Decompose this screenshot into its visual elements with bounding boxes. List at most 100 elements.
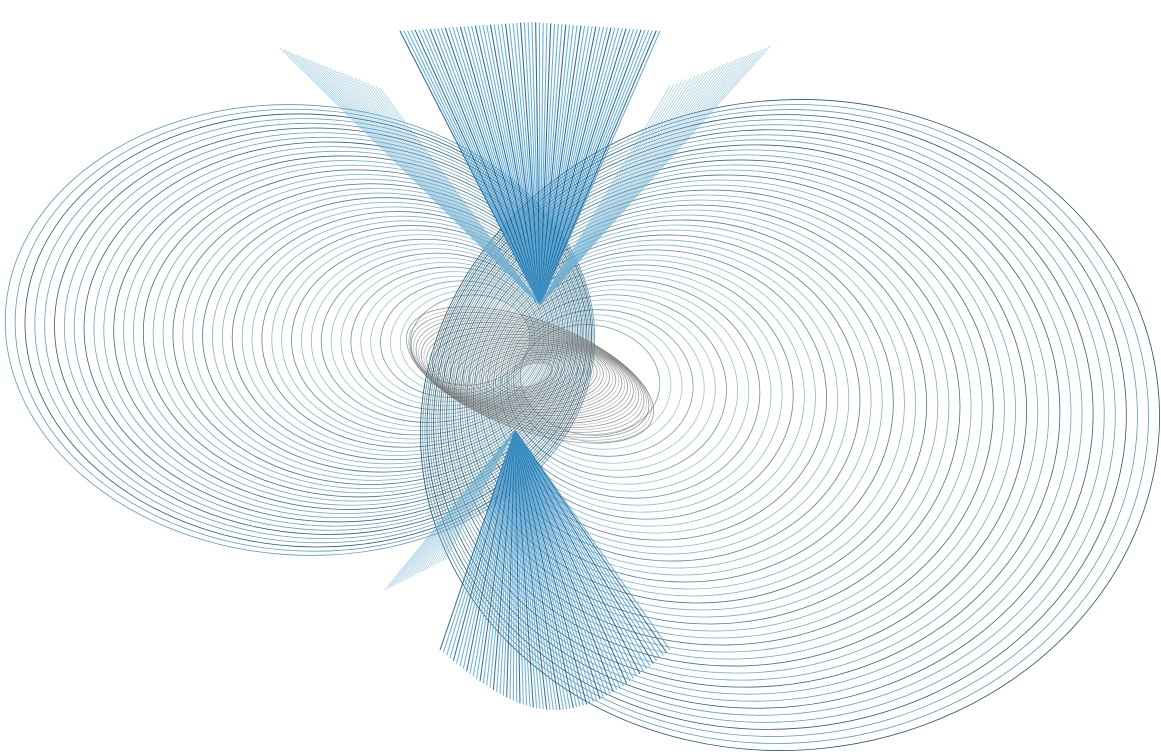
fan-line xyxy=(514,429,601,700)
fan-line xyxy=(514,429,591,704)
swirl xyxy=(429,328,631,422)
fan-line xyxy=(514,429,588,705)
fan-line xyxy=(539,24,567,306)
fan-line xyxy=(437,28,541,306)
fan-line xyxy=(514,429,624,686)
swirl xyxy=(453,341,607,409)
loop xyxy=(452,174,994,646)
loop xyxy=(261,225,555,448)
fan-line xyxy=(486,24,541,306)
fan-line xyxy=(539,23,559,306)
swirl xyxy=(465,346,595,404)
loop xyxy=(360,271,539,407)
fan-line xyxy=(514,429,574,709)
fan-line xyxy=(539,70,708,306)
fan-line xyxy=(514,429,584,706)
fan-line xyxy=(514,429,628,684)
fan-line xyxy=(489,429,516,688)
fan-line xyxy=(539,79,688,306)
fan-line xyxy=(407,30,541,306)
fan-line xyxy=(539,85,671,306)
fan-line xyxy=(472,429,516,677)
fan-line xyxy=(514,429,614,693)
fan-line xyxy=(439,429,516,651)
fan-line xyxy=(403,30,541,306)
fan-line xyxy=(456,429,516,664)
swirl xyxy=(443,337,617,413)
fan-line xyxy=(514,429,604,698)
loop xyxy=(519,324,661,436)
fan-line xyxy=(425,28,541,306)
swirl xyxy=(423,324,637,426)
fan-line xyxy=(531,22,541,306)
fan-line xyxy=(414,29,541,306)
fan-line xyxy=(514,429,578,708)
loop xyxy=(441,149,1050,681)
loop xyxy=(517,319,672,443)
swirl xyxy=(420,322,640,428)
fan-line xyxy=(520,22,541,306)
fan-line xyxy=(446,429,516,656)
top-fan xyxy=(279,22,771,306)
fan-line xyxy=(514,429,664,656)
fan-line xyxy=(514,429,568,710)
fan-line xyxy=(466,429,516,672)
loop xyxy=(497,274,772,506)
fan-line xyxy=(502,429,516,696)
fan-line xyxy=(459,26,541,306)
fan-line xyxy=(442,429,516,653)
fan-line xyxy=(471,25,541,306)
fan-line xyxy=(399,30,541,306)
fan-line xyxy=(539,29,638,306)
fan-line xyxy=(514,429,598,701)
fan-line xyxy=(539,27,608,306)
fan-line xyxy=(539,29,646,306)
fan-line xyxy=(514,429,611,695)
fan-line xyxy=(539,82,679,306)
swirl xyxy=(481,351,579,399)
loop xyxy=(271,229,553,444)
fan-line xyxy=(514,429,651,667)
fan-line xyxy=(514,429,641,675)
fan-line xyxy=(539,30,661,306)
swirl xyxy=(446,338,614,412)
fan-line xyxy=(514,429,571,709)
swirl xyxy=(494,356,566,394)
loop xyxy=(504,289,738,485)
swirl xyxy=(491,355,569,395)
loop xyxy=(499,279,761,499)
fan-line xyxy=(539,27,616,306)
fan-line xyxy=(482,25,541,306)
loop xyxy=(420,99,1160,751)
swirl xyxy=(413,314,647,436)
swirl xyxy=(485,352,575,398)
loop xyxy=(231,211,559,461)
fan-line xyxy=(467,26,541,306)
fan-line xyxy=(514,429,644,672)
fan-line xyxy=(512,429,516,701)
swirl xyxy=(431,330,629,420)
fan-line xyxy=(449,429,516,659)
loop xyxy=(428,119,1116,723)
loop xyxy=(455,179,983,639)
fan-line xyxy=(539,25,589,306)
fan-line xyxy=(496,429,516,692)
fan-line xyxy=(539,80,683,306)
fan-line xyxy=(539,23,556,306)
fan-line xyxy=(514,429,594,703)
fan-line xyxy=(455,26,541,306)
swirl xyxy=(410,312,650,438)
fan-line xyxy=(527,22,541,306)
loop xyxy=(435,134,1083,702)
loop xyxy=(459,189,961,625)
fan-line xyxy=(539,28,627,306)
fan-line xyxy=(514,429,634,680)
fan-line xyxy=(514,429,564,710)
fan-line xyxy=(444,429,516,561)
fan-line xyxy=(539,77,692,306)
fan-line xyxy=(444,27,541,306)
swirl xyxy=(449,340,611,410)
loop xyxy=(508,299,716,471)
